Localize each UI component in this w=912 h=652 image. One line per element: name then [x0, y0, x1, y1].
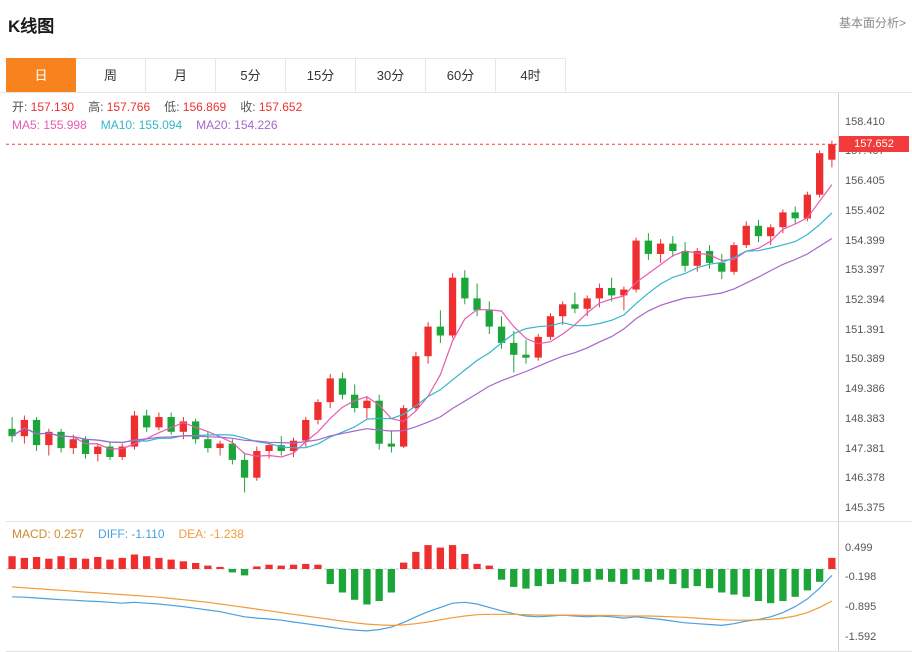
y-axis-label: 145.375: [845, 502, 885, 514]
y-axis-label: 154.399: [845, 235, 885, 247]
legend-item: MA5: 155.998: [12, 118, 87, 132]
last-price-tag: 157.652: [839, 136, 909, 152]
y-axis-label: 0.499: [845, 542, 873, 554]
y-axis-label: -0.198: [845, 571, 877, 583]
page-header: K线图 基本面分析>: [0, 0, 912, 46]
chart-area: 158.410157.407156.405155.402154.399153.3…: [6, 93, 912, 652]
legend-item: DEA: -1.238: [178, 527, 244, 541]
y-axis-label: 150.389: [845, 353, 885, 365]
y-axis-label: 151.391: [845, 324, 885, 336]
y-axis-label: 155.402: [845, 205, 885, 217]
y-axis-label: 146.378: [845, 472, 885, 484]
macd-axis: 0.499 -0.198 -0.895 -1.592: [838, 522, 912, 651]
y-axis-label: 158.410: [845, 116, 885, 128]
legend-item: MA10: 155.094: [100, 118, 183, 132]
y-axis-label: -1.592: [845, 631, 877, 643]
tab-周[interactable]: 周: [76, 58, 146, 92]
macd-panel: 0.499 -0.198 -0.895 -1.592 MACD: 0.257 DIFF:…: [6, 522, 912, 652]
y-axis-label: 149.386: [845, 383, 885, 395]
y-axis-label: 148.383: [845, 413, 885, 425]
y-axis-label: 147.381: [845, 443, 885, 455]
tab-4时[interactable]: 4时: [496, 58, 566, 92]
legend-item: DIFF: -1.110: [98, 527, 165, 541]
legend-item: 开: 157.130: [12, 100, 75, 114]
candlestick-panel: 158.410157.407156.405155.402154.399153.3…: [6, 93, 912, 522]
legend-item: 高: 157.766: [88, 100, 151, 114]
tab-60分[interactable]: 60分: [426, 58, 496, 92]
candlestick-chart[interactable]: [6, 93, 838, 521]
tab-15分[interactable]: 15分: [286, 58, 356, 92]
timeframe-tab-bar: 日周月 5分 15分 30分 60分 4时: [0, 46, 912, 93]
y-axis-label: 152.394: [845, 294, 885, 306]
tab-5分[interactable]: 5分: [216, 58, 286, 92]
y-axis-label: 153.397: [845, 264, 885, 276]
macd-chart[interactable]: [6, 522, 838, 651]
legend-item: 收: 157.652: [240, 100, 303, 114]
tab-日[interactable]: 日: [6, 58, 76, 92]
ma-legend: MA5: 155.998 MA10: 155.094 MA20: 154.226: [12, 118, 292, 132]
legend-item: MA20: 154.226: [196, 118, 278, 132]
fundamental-analysis-link[interactable]: 基本面分析>: [838, 16, 906, 30]
ohlc-legend: 开: 157.130 高: 157.766 低: 156.869 收: 157.652: [12, 98, 316, 115]
y-axis-label: -0.895: [845, 601, 877, 613]
legend-item: MACD: 0.257: [12, 527, 85, 541]
tab-30分[interactable]: 30分: [356, 58, 426, 92]
tab-月[interactable]: 月: [146, 58, 216, 92]
macd-legend: MACD: 0.257 DIFF: -1.110 DEA: -1.238: [12, 527, 258, 541]
price-axis: 158.410157.407156.405155.402154.399153.3…: [838, 93, 912, 521]
legend-item: 低: 156.869: [164, 100, 227, 114]
y-axis-label: 156.405: [845, 175, 885, 187]
page-title: K线图: [8, 17, 55, 36]
